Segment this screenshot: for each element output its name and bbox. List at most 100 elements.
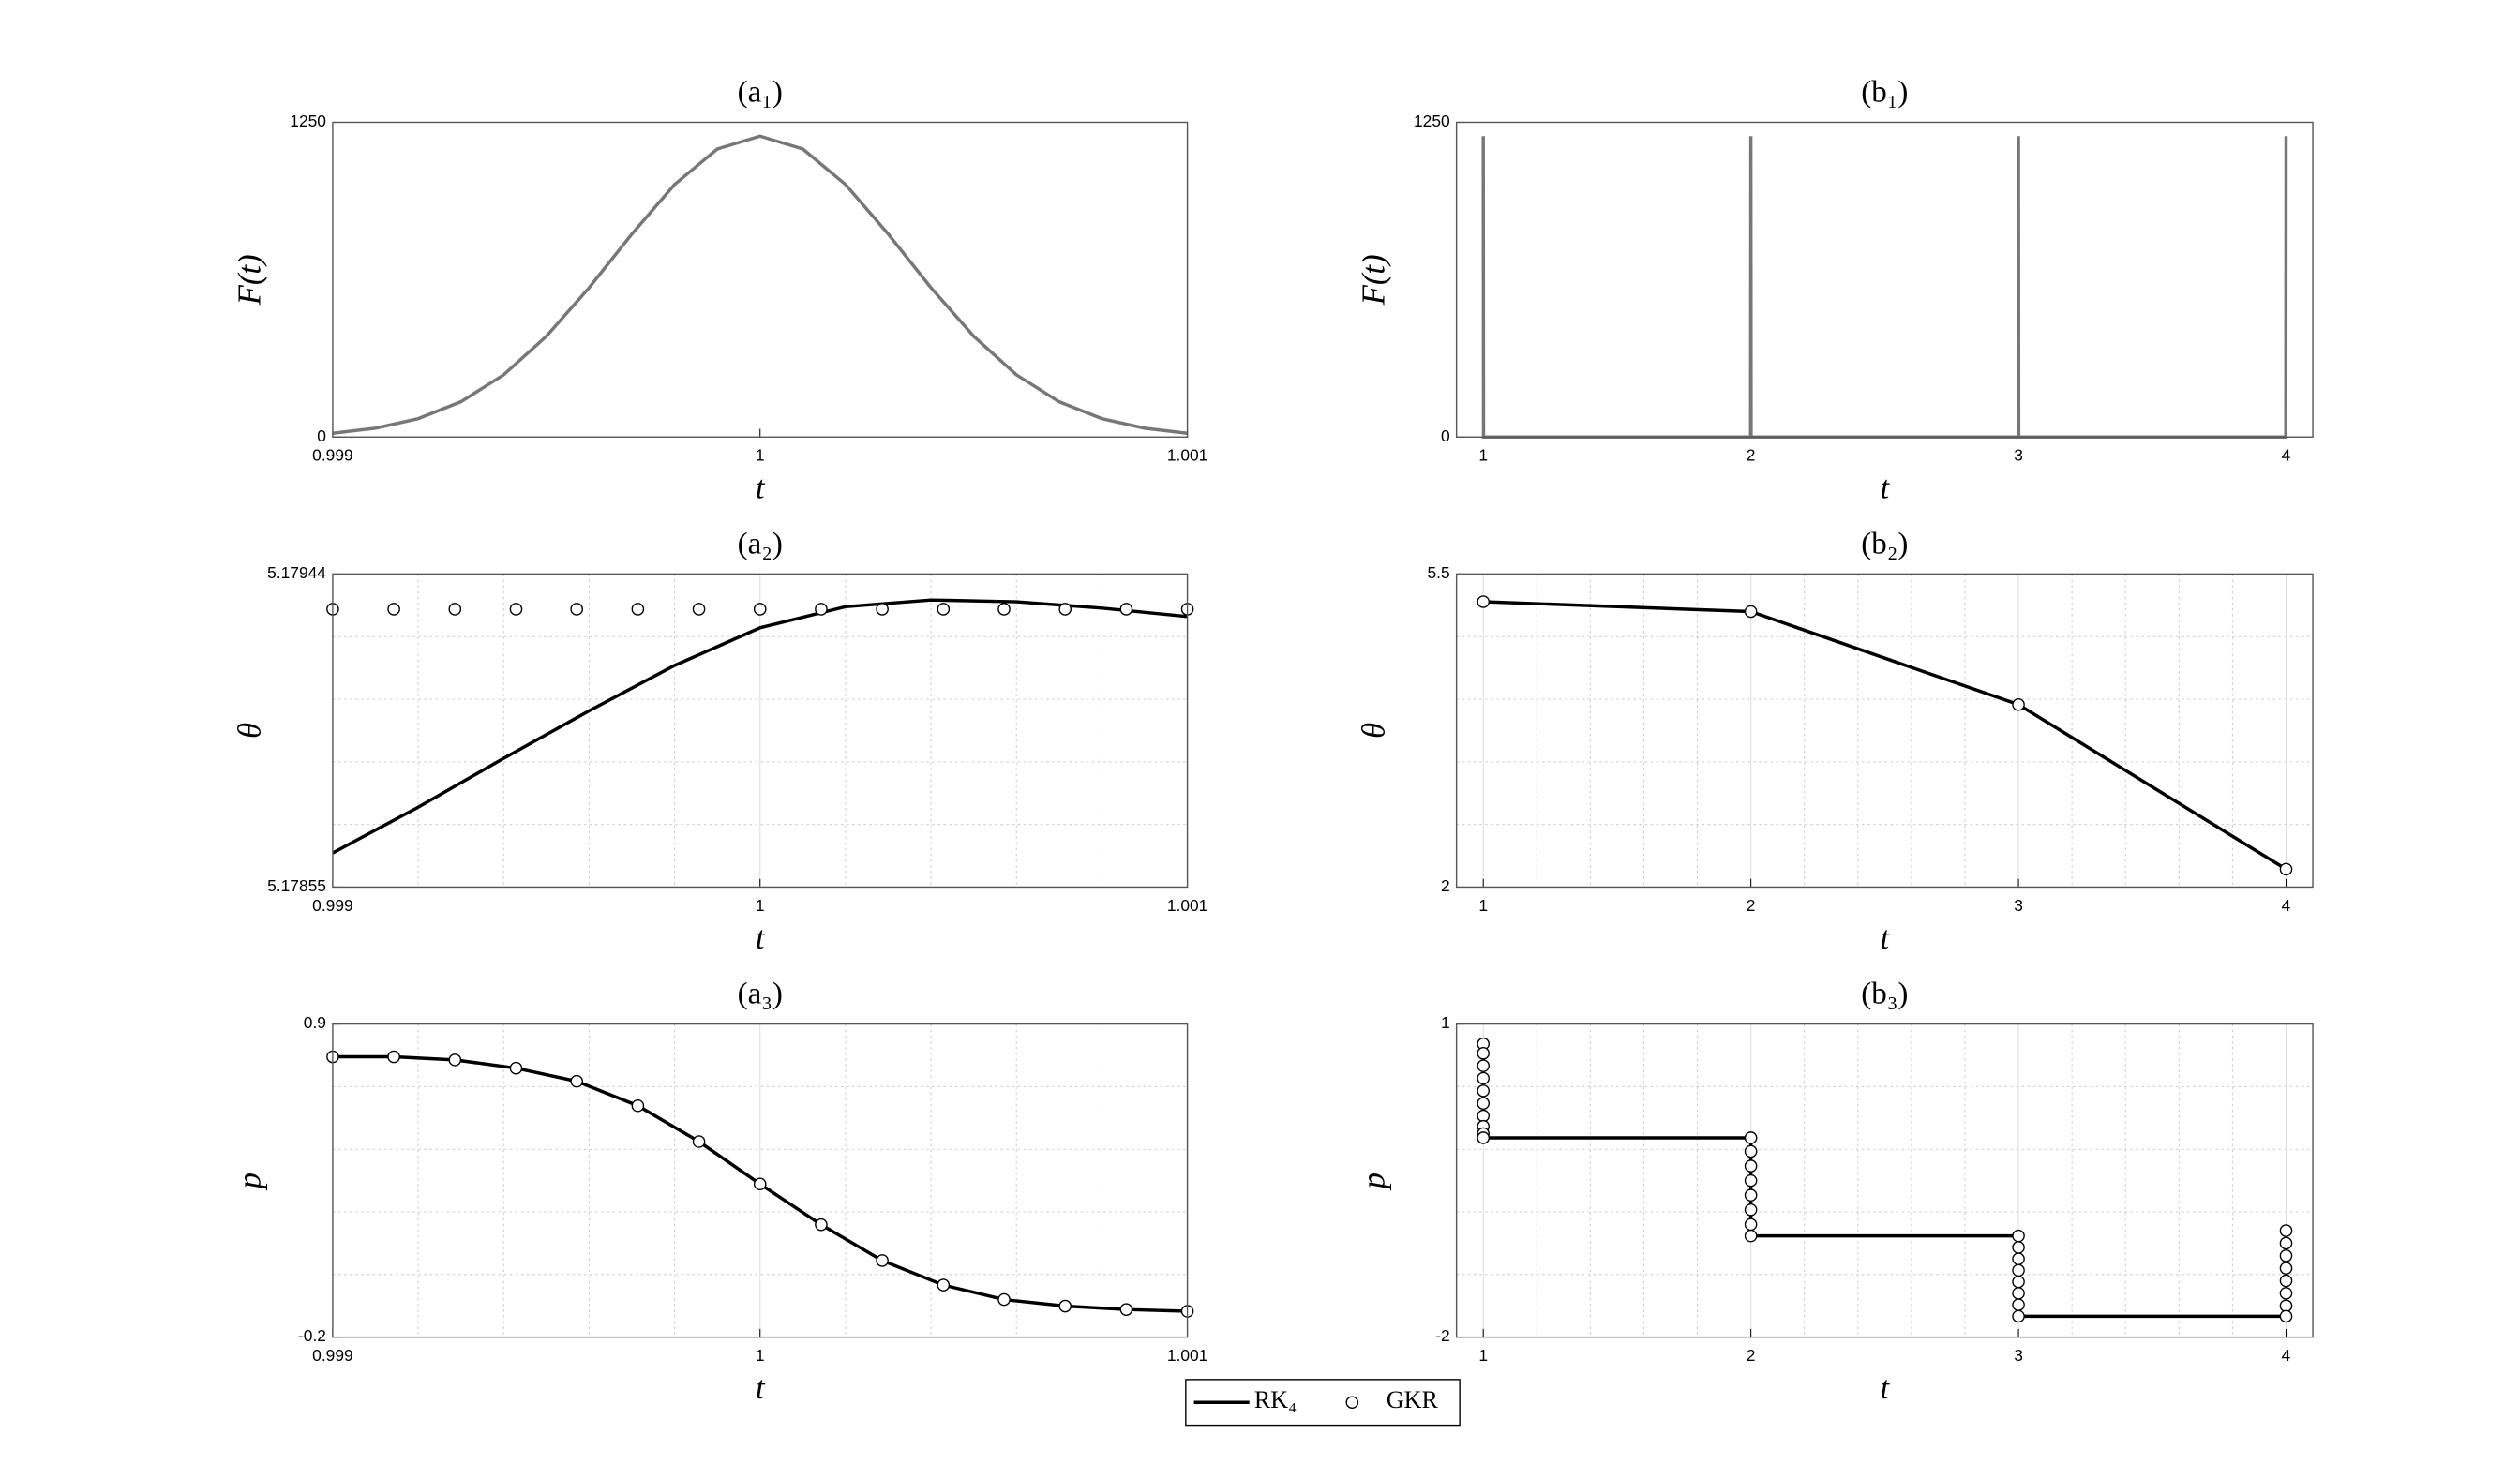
x-tick-label: 1.001 <box>1167 446 1208 465</box>
point <box>2279 1262 2293 1275</box>
y-axis-label: p <box>232 1173 268 1191</box>
point <box>998 603 1011 616</box>
point <box>448 1053 462 1067</box>
point <box>2279 862 2293 876</box>
point <box>1744 1131 1758 1144</box>
point <box>1119 603 1133 616</box>
y-axis-label: p <box>1355 1173 1391 1191</box>
point <box>387 1050 400 1064</box>
point <box>448 603 462 616</box>
point <box>692 1135 706 1148</box>
x-tick-label: 2 <box>1747 1346 1756 1365</box>
point <box>1477 1131 1490 1144</box>
point <box>509 603 523 616</box>
plot-frame <box>1455 1023 2314 1338</box>
point <box>1477 1071 1490 1085</box>
point <box>998 1292 1011 1307</box>
point <box>2012 697 2025 711</box>
point <box>1058 1299 1072 1313</box>
plot-frame <box>332 573 1189 889</box>
plot-area <box>332 122 1188 438</box>
chart-title: (b₁) <box>1861 75 1908 109</box>
legend-label: RK₄ <box>1254 1386 1297 1413</box>
point <box>2279 1249 2293 1262</box>
plot-frame <box>1455 121 2314 438</box>
point <box>937 603 951 616</box>
point <box>1744 1159 1758 1173</box>
point <box>631 1098 645 1113</box>
x-tick-label: 3 <box>2014 1346 2023 1365</box>
point <box>937 1278 951 1292</box>
x-axis-label: t <box>1881 919 1891 956</box>
point <box>1477 1046 1490 1060</box>
chart-title: (b₂) <box>1861 527 1908 560</box>
x-tick-label: 2 <box>1747 896 1756 915</box>
y-tick-label: 1250 <box>1414 112 1450 130</box>
x-tick-label: 1 <box>756 446 765 465</box>
point <box>1477 1109 1490 1123</box>
x-tick-label: 1 <box>1478 1346 1488 1365</box>
y-tick-label: 0.9 <box>304 1013 326 1032</box>
legend-marker <box>1345 1396 1359 1410</box>
legend-label: GKR <box>1387 1386 1439 1413</box>
point <box>1744 605 1758 619</box>
point <box>1058 603 1072 616</box>
point <box>2012 1309 2025 1323</box>
x-tick-label: 1.001 <box>1167 896 1208 915</box>
y-tick-label: 1250 <box>290 112 326 130</box>
y-tick-label: 0 <box>317 426 326 445</box>
series-line <box>1483 600 2288 871</box>
point <box>570 1074 583 1088</box>
series-line <box>332 134 1188 435</box>
point <box>2279 1299 2293 1313</box>
point <box>753 1177 767 1191</box>
point <box>2279 1224 2293 1237</box>
x-tick-label: 0.999 <box>312 1346 352 1365</box>
x-axis-label: t <box>756 1369 766 1406</box>
point <box>1744 1144 1758 1158</box>
point <box>2012 1263 2025 1277</box>
point <box>570 603 583 616</box>
point <box>1477 1097 1490 1111</box>
y-axis-label: F(t) <box>1355 254 1391 306</box>
plot-area <box>1456 122 2314 438</box>
x-tick-label: 2 <box>1747 446 1756 465</box>
x-tick-label: 4 <box>2282 446 2291 465</box>
point <box>2012 1229 2025 1243</box>
y-tick-label: 0 <box>1441 426 1450 445</box>
point <box>1477 1059 1490 1072</box>
chart-title: (b₃) <box>1861 978 1908 1011</box>
series-line <box>332 598 1188 855</box>
y-tick-label: -2 <box>1435 1326 1449 1345</box>
x-tick-label: 3 <box>2014 446 2023 465</box>
chart-title: (a₂) <box>738 527 783 560</box>
point <box>2279 1274 2293 1288</box>
point <box>1744 1218 1758 1232</box>
point <box>2279 1287 2293 1300</box>
point <box>2012 1275 2025 1289</box>
plot-area <box>1456 574 2314 888</box>
point <box>2012 1287 2025 1300</box>
x-tick-label: 1 <box>1478 896 1488 915</box>
point <box>1744 1229 1758 1243</box>
point <box>387 603 400 616</box>
x-tick-label: 1 <box>1478 446 1488 465</box>
point <box>2012 1298 2025 1311</box>
point <box>1119 1303 1133 1316</box>
y-tick-label: 5.17944 <box>267 563 326 582</box>
y-tick-label: 2 <box>1441 876 1450 895</box>
chart-title: (a₁) <box>738 75 783 109</box>
x-tick-label: 3 <box>2014 896 2023 915</box>
x-tick-label: 1 <box>756 1346 765 1365</box>
x-tick-label: 0.999 <box>312 446 352 465</box>
x-tick-label: 0.999 <box>312 896 352 915</box>
x-tick-label: 4 <box>2282 896 2291 915</box>
plot-frame <box>332 121 1189 438</box>
x-tick-label: 4 <box>2282 1346 2291 1365</box>
plot-frame <box>332 1023 1189 1338</box>
y-axis-label: F(t) <box>232 254 268 306</box>
point <box>1744 1188 1758 1202</box>
y-tick-label: 5.17855 <box>267 876 326 895</box>
point <box>1477 1084 1490 1098</box>
point <box>2279 1236 2293 1250</box>
